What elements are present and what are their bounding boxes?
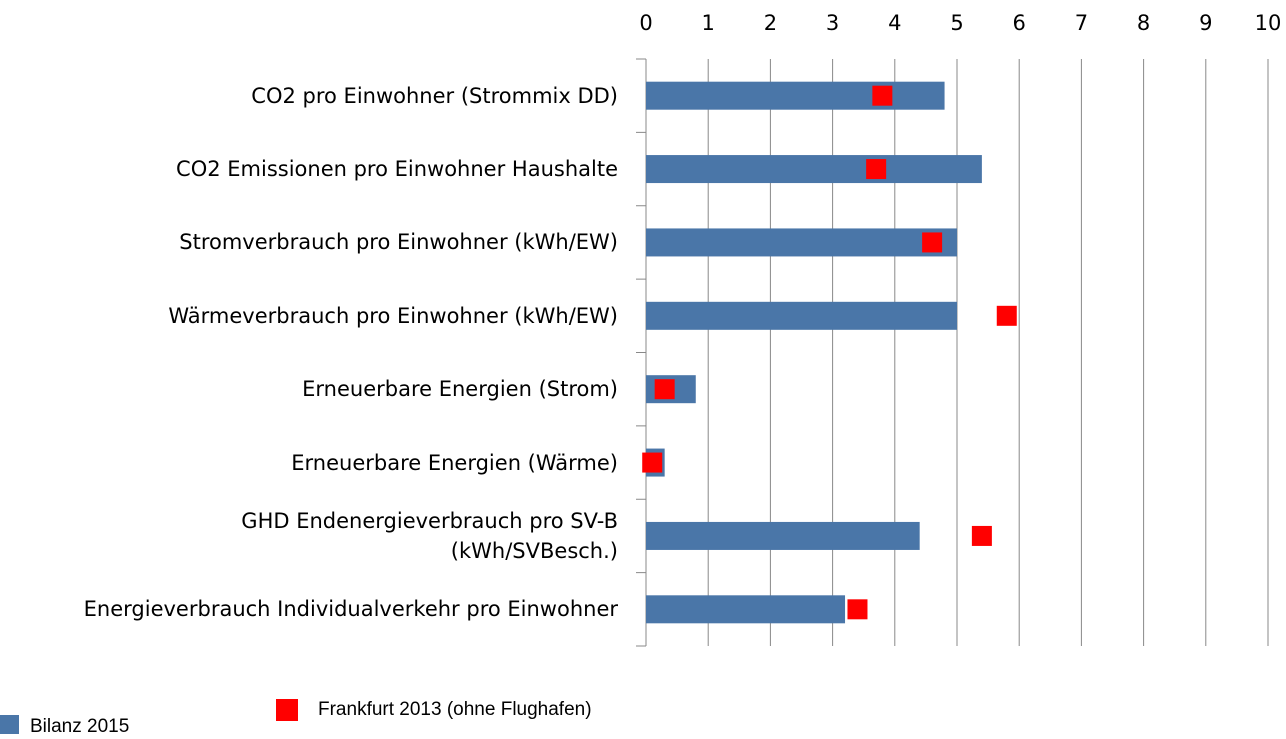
x-tick-label: 6 <box>1013 11 1026 35</box>
y-tick-label: Erneuerbare Energien (Wärme) <box>291 450 618 475</box>
x-tick-label: 2 <box>764 11 777 35</box>
legend-label: Frankfurt 2013 (ohne Flughafen) <box>318 699 592 720</box>
x-tick-label: 0 <box>639 11 652 35</box>
bar <box>646 81 945 110</box>
x-tick-label: 9 <box>1199 11 1212 35</box>
legend-label: Bilanz 2015 <box>30 716 129 737</box>
bar <box>646 228 957 257</box>
bar <box>646 301 957 330</box>
x-tick-label: 5 <box>950 11 963 35</box>
legend-swatch <box>276 699 298 721</box>
marker <box>971 525 992 546</box>
y-tick-label: Erneuerbare Energien (Strom) <box>302 377 618 402</box>
bar <box>646 155 982 184</box>
x-tick-label: 8 <box>1137 11 1150 35</box>
x-tick-label: 7 <box>1075 11 1088 35</box>
bar <box>646 521 920 550</box>
bar <box>646 595 846 624</box>
x-tick-label: 3 <box>826 11 839 35</box>
y-tick-label: CO2 Emissionen pro Einwohner Haushalte <box>176 157 618 182</box>
y-tick-label: GHD Endenergieverbrauch pro SV-B (kWh/SV… <box>241 508 618 563</box>
marker <box>654 379 675 400</box>
x-tick-label: 1 <box>702 11 715 35</box>
marker <box>996 305 1017 326</box>
marker <box>922 232 943 253</box>
x-tick-label: 4 <box>888 11 901 35</box>
y-tick-label: Stromverbrauch pro Einwohner (kWh/EW) <box>179 230 618 255</box>
marker <box>872 85 893 106</box>
y-tick-label: Wärmeverbrauch pro Einwohner (kWh/EW) <box>168 303 618 328</box>
marker <box>642 452 663 473</box>
y-tick-label: CO2 pro Einwohner (Strommix DD) <box>251 83 618 108</box>
x-tick-label: 10 <box>1255 11 1282 35</box>
marker <box>866 159 887 180</box>
legend-swatch <box>0 715 19 734</box>
marker <box>847 599 868 620</box>
y-tick-label: Energieverbrauch Individualverkehr pro E… <box>83 597 618 622</box>
